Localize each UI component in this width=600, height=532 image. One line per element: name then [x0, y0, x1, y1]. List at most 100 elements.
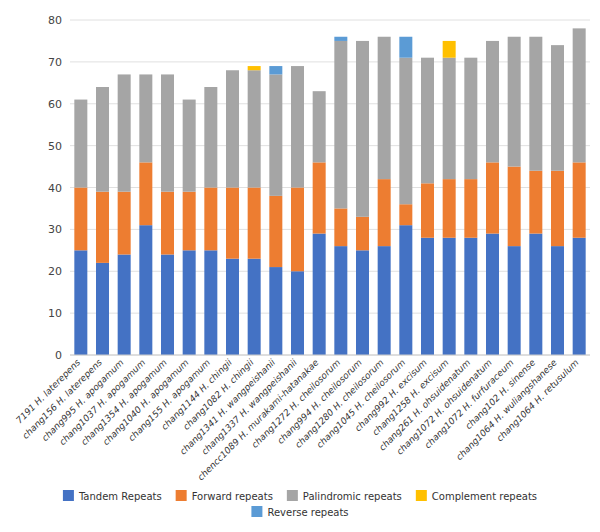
- bar-segment: [334, 41, 347, 209]
- bar-segment: [551, 45, 564, 46]
- chart: 010203040506070807191 H. laterepenschang…: [0, 0, 600, 532]
- legend-item: Complement repeats: [416, 490, 537, 502]
- bar-segment: [269, 267, 282, 355]
- x-axis: 7191 H. laterepenschang156 H. laterepens…: [14, 357, 581, 482]
- bar-segment: [334, 37, 347, 41]
- bar-segment: [139, 74, 152, 162]
- bar-segment: [378, 36, 391, 37]
- x-axis-line: [70, 355, 590, 356]
- bar-segment: [529, 234, 542, 355]
- bar-segment: [334, 208, 347, 246]
- bar-segment: [269, 66, 282, 74]
- bar-segment: [356, 41, 369, 217]
- bar-segment: [399, 37, 412, 58]
- legend-item: Reverse repeats: [251, 506, 348, 518]
- bar-segment: [356, 250, 369, 355]
- bar-segment: [313, 234, 326, 355]
- bar-segment: [291, 66, 304, 67]
- legend-swatch: [176, 490, 187, 501]
- bar-segment: [508, 36, 521, 37]
- bar-segment: [118, 192, 131, 255]
- bar-segment: [96, 87, 109, 88]
- bar-segment: [269, 74, 282, 195]
- bar-segment: [74, 188, 87, 251]
- bar-segment: [573, 238, 586, 355]
- bar-segment: [161, 74, 174, 191]
- bar-segment: [291, 271, 304, 355]
- y-tick-label: 60: [48, 98, 62, 111]
- bar-segment: [356, 217, 369, 251]
- bar-segment: [226, 188, 239, 259]
- bar-segment: [551, 171, 564, 246]
- legend-item: Palindromic repeats: [287, 490, 402, 502]
- bar-segment: [464, 58, 477, 179]
- bar-segment: [204, 87, 217, 88]
- bar-segment: [486, 41, 499, 162]
- bar-segment: [248, 70, 261, 187]
- legend-swatch: [63, 490, 74, 501]
- bar-segment: [161, 74, 174, 75]
- bar-segment: [161, 192, 174, 255]
- bar-segment: [443, 179, 456, 238]
- bar-segment: [551, 45, 564, 46]
- bar-segment: [161, 74, 174, 75]
- bar-segment: [443, 58, 456, 179]
- bar-segment: [443, 41, 456, 58]
- bar-segment: [421, 57, 434, 58]
- bar-segment: [204, 87, 217, 188]
- bar-segment: [74, 99, 87, 100]
- legend-item: Forward repeats: [176, 490, 273, 502]
- y-tick-label: 20: [48, 265, 62, 278]
- bar-segment: [334, 246, 347, 355]
- legend-item: Tandem Repeats: [63, 490, 162, 502]
- bar-segment: [183, 100, 196, 192]
- bar-segment: [464, 57, 477, 58]
- bar-segment: [226, 259, 239, 355]
- bar-segment: [248, 66, 261, 67]
- bar-segment: [291, 66, 304, 67]
- bar-segment: [204, 87, 217, 88]
- bar-segment: [118, 74, 131, 75]
- y-axis: 01020304050607080: [48, 14, 62, 362]
- grid-line: [70, 20, 590, 21]
- bar-segment: [378, 37, 391, 179]
- x-tick-label: chang261 H. ohsuidenatum: [377, 357, 472, 452]
- bar-segment: [443, 40, 456, 41]
- bar-segment: [529, 36, 542, 37]
- bar-segment: [118, 255, 131, 356]
- bar-segment: [248, 66, 261, 70]
- bar-segment: [96, 192, 109, 263]
- bars: [74, 28, 585, 355]
- bar-segment: [291, 188, 304, 272]
- bar-segment: [313, 162, 326, 233]
- bar-segment: [139, 162, 152, 225]
- legend: Tandem Repeats Forward repeats Palindromic…: [63, 490, 537, 518]
- bar-segment: [486, 234, 499, 355]
- bar-segment: [291, 66, 304, 187]
- bar-segment: [204, 188, 217, 251]
- legend-label: Reverse repeats: [267, 507, 348, 518]
- bar-segment: [464, 238, 477, 355]
- bar-segment: [464, 179, 477, 238]
- bar-segment: [508, 36, 521, 37]
- bar-segment: [486, 40, 499, 41]
- bar-segment: [508, 37, 521, 167]
- x-tick-label: chang1354 H. apogamum: [79, 357, 169, 447]
- bar-segment: [399, 204, 412, 225]
- bar-segment: [226, 70, 239, 71]
- y-tick-label: 30: [48, 223, 62, 236]
- bar-segment: [421, 58, 434, 184]
- bar-segment: [356, 40, 369, 41]
- bar-segment: [204, 250, 217, 355]
- bar-segment: [378, 36, 391, 37]
- bar-segment: [183, 99, 196, 100]
- bar-segment: [226, 70, 239, 187]
- bar-segment: [421, 238, 434, 355]
- bar-segment: [96, 263, 109, 355]
- y-tick-label: 40: [48, 182, 62, 195]
- grid: [70, 20, 590, 355]
- bar-segment: [139, 74, 152, 75]
- bar-segment: [313, 91, 326, 92]
- legend-label: Complement repeats: [432, 491, 537, 502]
- bar-segment: [248, 259, 261, 355]
